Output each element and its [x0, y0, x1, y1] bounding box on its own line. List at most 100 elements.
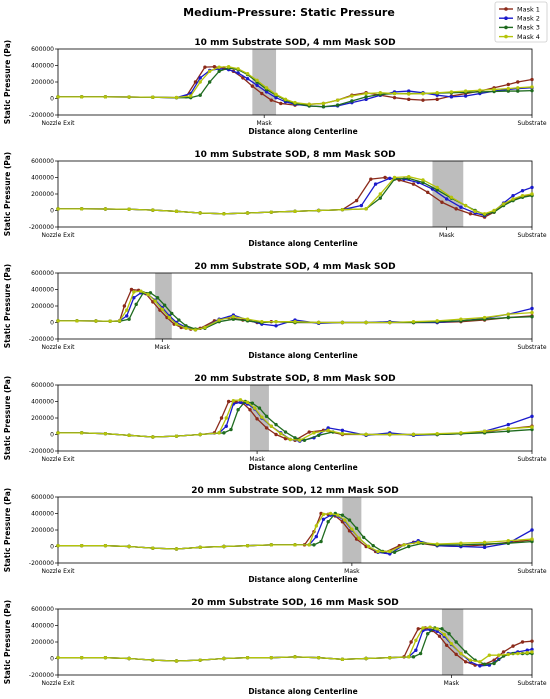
data-point — [132, 290, 136, 294]
data-point — [435, 319, 439, 323]
data-point — [222, 431, 226, 435]
data-point — [421, 91, 425, 96]
data-point — [274, 95, 278, 100]
x-tick-label: Nozzle Exit — [41, 568, 75, 575]
data-point — [279, 431, 283, 436]
data-point — [189, 94, 193, 98]
data-point — [482, 315, 487, 320]
data-point — [283, 97, 288, 102]
mask-region — [441, 609, 464, 675]
y-tick-label: 600000 — [31, 270, 54, 277]
y-tick-label: 600000 — [31, 46, 54, 53]
data-point — [530, 185, 534, 190]
data-point — [274, 92, 278, 97]
y-tick-label: 200000 — [31, 415, 54, 422]
data-point — [80, 207, 84, 211]
data-point — [335, 103, 340, 107]
data-point — [319, 539, 323, 544]
data-point — [347, 518, 352, 522]
data-point — [487, 653, 492, 657]
data-point — [255, 83, 259, 88]
data-point — [407, 174, 411, 179]
data-point — [139, 289, 143, 293]
data-point — [108, 319, 112, 323]
data-point — [184, 324, 188, 328]
series-mask-1 — [56, 65, 534, 107]
data-point — [122, 304, 127, 308]
data-point — [414, 638, 418, 643]
data-point — [274, 432, 278, 437]
chart-title: 20 mm Substrate SOD, 16 mm Mask SOD — [191, 598, 398, 608]
data-point — [506, 315, 510, 320]
data-point — [414, 648, 418, 652]
y-tick-label: 400000 — [31, 511, 54, 518]
data-point — [407, 97, 411, 102]
data-point — [454, 652, 458, 657]
data-point — [217, 318, 221, 322]
y-tick-label: 0 — [50, 656, 54, 663]
data-point — [506, 427, 510, 431]
data-point — [383, 175, 387, 180]
data-point — [520, 189, 525, 193]
plot-frame — [57, 272, 533, 340]
chart-title: 20 mm Substrate SOD, 8 mm Mask SOD — [194, 374, 395, 384]
data-point — [260, 91, 264, 96]
data-point — [198, 545, 202, 550]
data-point — [80, 655, 84, 660]
data-point — [388, 432, 392, 437]
data-point — [56, 543, 60, 548]
data-point — [250, 84, 255, 88]
data-point — [392, 175, 397, 180]
data-point — [127, 656, 131, 661]
data-point — [134, 302, 138, 307]
data-point — [103, 207, 108, 211]
data-point — [269, 98, 273, 102]
x-tick-label: Mask — [439, 232, 455, 239]
data-point — [236, 71, 240, 75]
data-point — [506, 652, 510, 657]
data-point — [222, 656, 226, 661]
data-point — [459, 431, 463, 435]
x-axis-label: Distance along Centerline — [248, 239, 357, 248]
data-point — [174, 547, 179, 551]
data-point — [151, 208, 155, 212]
data-point — [530, 528, 534, 532]
x-axis-label: Distance along Centerline — [248, 463, 357, 472]
data-point — [264, 90, 269, 94]
data-point — [530, 192, 534, 196]
x-tick-label: Mask — [155, 344, 171, 351]
data-point — [354, 526, 359, 531]
data-point — [364, 207, 368, 211]
data-point — [478, 660, 482, 664]
data-point — [317, 320, 321, 325]
legend-label: Mask 3 — [517, 24, 540, 32]
data-point — [482, 429, 487, 433]
data-point — [317, 433, 321, 438]
data-point — [340, 513, 345, 517]
data-point — [198, 658, 202, 662]
data-point — [174, 659, 179, 663]
data-point — [444, 643, 449, 647]
data-point — [442, 632, 447, 637]
data-point — [530, 310, 534, 315]
data-point — [56, 95, 60, 99]
y-tick-label: -200000 — [29, 112, 54, 119]
data-point — [94, 319, 98, 323]
data-point — [416, 540, 420, 545]
data-point — [530, 306, 534, 311]
data-point — [444, 197, 449, 201]
data-point — [193, 80, 198, 84]
data-point — [506, 541, 510, 545]
data-point — [264, 86, 269, 90]
data-point — [388, 320, 392, 325]
data-point — [392, 550, 397, 554]
data-point — [151, 658, 155, 662]
data-point — [421, 98, 425, 102]
x-axis-label: Distance along Centerline — [248, 127, 357, 136]
data-point — [350, 527, 354, 531]
data-point — [411, 319, 416, 324]
series-line — [58, 290, 533, 331]
data-point — [257, 406, 262, 410]
data-point — [407, 544, 411, 549]
data-point — [238, 398, 243, 402]
